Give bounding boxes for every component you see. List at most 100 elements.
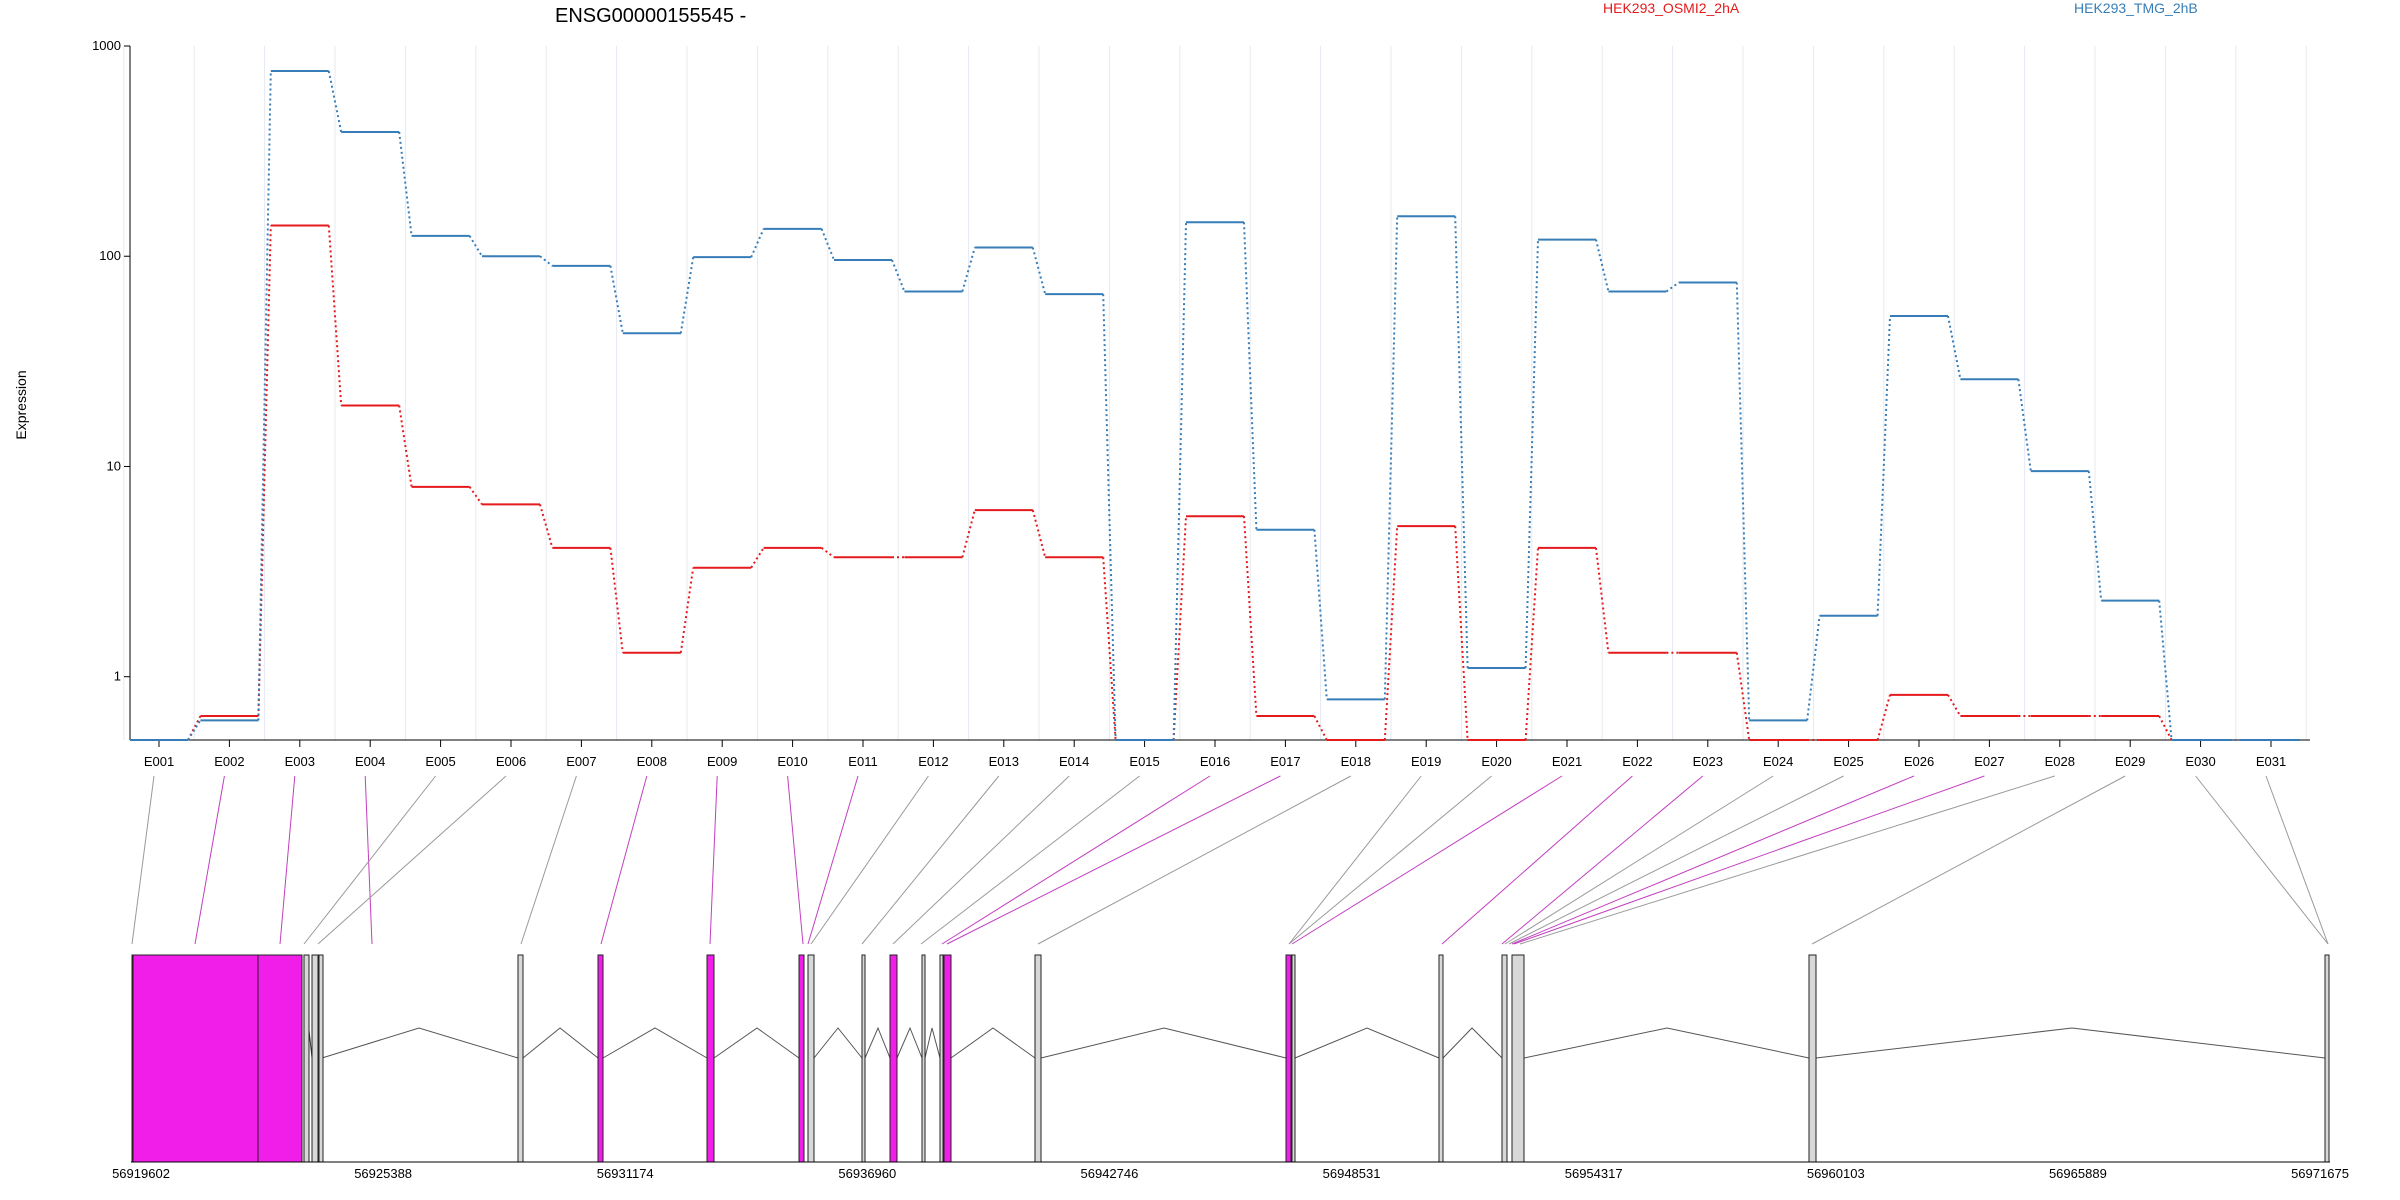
series-HEK293_TMG_2hB (130, 70, 2300, 741)
series-transition (1454, 216, 1469, 669)
series-transition (750, 547, 765, 569)
connector-E008 (600, 775, 648, 945)
x-tick-label-E015: E015 (1129, 754, 1159, 769)
series-transition (1735, 282, 1751, 721)
connector-E001 (131, 775, 155, 945)
exon-block (807, 954, 815, 1163)
genome-coordinate-label: 56954317 (1565, 1166, 1623, 1181)
x-tick-label-E007: E007 (566, 754, 596, 769)
exon-block (1808, 954, 1817, 1163)
series-transition (2017, 379, 2032, 472)
y-tick-label: 100 (99, 248, 121, 263)
series-transition (961, 509, 976, 558)
exon-block (798, 954, 805, 1163)
intron (1294, 1027, 1440, 1059)
series-transition (1243, 516, 1258, 717)
series-transition (1876, 315, 1891, 616)
intron (1815, 1027, 2326, 1059)
exon-block (1285, 954, 1292, 1163)
intron (924, 1027, 941, 1059)
genome-coordinate-label: 56960103 (1807, 1166, 1865, 1181)
intron (896, 1026, 923, 1059)
exon-block (921, 954, 926, 1163)
x-tick-label-E009: E009 (707, 754, 737, 769)
exon-block (303, 954, 310, 1163)
x-tick-label-E016: E016 (1200, 754, 1230, 769)
x-tick-label-E003: E003 (285, 754, 315, 769)
connector-E020 (1288, 775, 1492, 945)
genome-coordinate-label: 56971675 (2291, 1166, 2349, 1181)
connector-E009 (709, 775, 718, 945)
intron (864, 1026, 891, 1059)
connector-E018 (1037, 775, 1352, 945)
x-tick-label-E010: E010 (777, 754, 807, 769)
series-transition (1243, 222, 1258, 530)
series-transition (2158, 600, 2173, 741)
connector-E004 (364, 775, 373, 945)
x-tick-label-E018: E018 (1341, 754, 1371, 769)
connector-E021 (1291, 775, 1563, 945)
intron (813, 1027, 863, 1059)
connector-E028 (1519, 775, 2055, 945)
x-tick-label-E024: E024 (1763, 754, 1793, 769)
x-tick-label-E013: E013 (989, 754, 1019, 769)
connector-E012 (810, 775, 929, 945)
series-transition (468, 235, 483, 257)
x-tick-label-E006: E006 (496, 754, 526, 769)
series-transition (891, 259, 906, 292)
gene-model: 56919602 56925388 56931174 56936960 56942746… (112, 954, 2349, 1181)
x-tick-label-E026: E026 (1904, 754, 1934, 769)
series-transition (1947, 694, 1962, 717)
chart-title: ENSG00000155545 - (555, 5, 746, 27)
x-tick-label-E023: E023 (1693, 754, 1723, 769)
x-tick-label-E001: E001 (144, 754, 174, 769)
exon-block (132, 954, 260, 1163)
exon-connectors (131, 775, 2329, 945)
legend-series-a: HEK293_OSMI2_2hA (1603, 0, 1740, 16)
connector-E006 (317, 775, 507, 945)
connector-E005 (303, 775, 436, 945)
exon-block (1501, 954, 1508, 1163)
series-transition (1524, 239, 1539, 669)
series-lines (130, 70, 2300, 741)
y-tick-label: 1 (114, 669, 121, 684)
exon-block (318, 954, 324, 1163)
connector-E026 (1511, 775, 1915, 945)
exon-block (1034, 954, 1042, 1163)
series-transition (679, 567, 695, 653)
series-transition (1313, 529, 1328, 700)
series-transition (1595, 239, 1610, 292)
connector-E016 (941, 775, 1211, 945)
series-transition (1454, 526, 1469, 741)
connector-E024 (1504, 775, 1774, 945)
connector-E015 (920, 775, 1140, 945)
axes: 1 10 100 1000 E001 E002 E003 E004 E005 E006 E007 E0… (92, 38, 2310, 769)
intron (1523, 1027, 1810, 1059)
legend-series-b: HEK293_TMG_2hB (2074, 0, 2198, 16)
series-transition (187, 719, 202, 741)
x-tick-label-E022: E022 (1622, 754, 1652, 769)
intron (602, 1027, 708, 1059)
exon-block (1438, 954, 1444, 1163)
x-tick-label-E019: E019 (1411, 754, 1441, 769)
connector-E013 (861, 775, 1000, 945)
genome-coordinate-label: 56936960 (838, 1166, 896, 1181)
series-transition (1383, 526, 1399, 741)
exon-block (517, 954, 524, 1163)
series-transition (1524, 547, 1539, 741)
exon-block (706, 954, 715, 1163)
series-transition (257, 71, 272, 721)
x-tick-label-E025: E025 (1833, 754, 1863, 769)
intron (1442, 1027, 1503, 1059)
connector-E019 (1288, 775, 1422, 945)
exon-block (1291, 954, 1296, 1163)
connector-E031 (2265, 775, 2329, 945)
connector-E017 (946, 775, 1281, 945)
genome-coordinate-label: 56948531 (1323, 1166, 1381, 1181)
x-tick-label-E020: E020 (1481, 754, 1511, 769)
intron (522, 1027, 599, 1059)
series-transition (750, 228, 765, 258)
series-transition (609, 265, 624, 334)
connector-E003 (279, 775, 296, 945)
series-transition (327, 225, 343, 406)
